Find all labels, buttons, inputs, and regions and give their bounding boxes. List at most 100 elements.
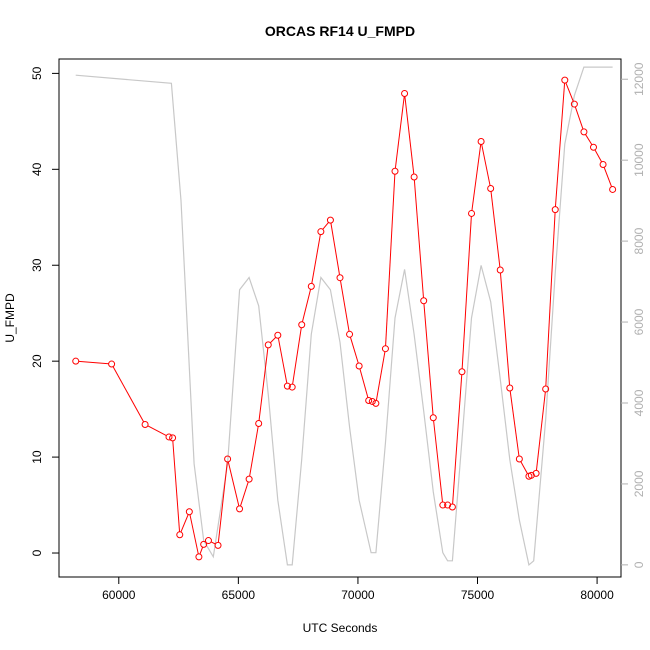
series-segment (461, 216, 472, 369)
data-point (169, 434, 177, 442)
data-point (264, 341, 272, 349)
data-point (401, 90, 409, 98)
data-point (165, 433, 173, 441)
series-segment (78, 360, 109, 365)
data-point (527, 471, 535, 479)
series-segment (423, 303, 434, 415)
series-segment (594, 149, 603, 163)
series-segment (330, 223, 341, 275)
data-point (589, 143, 597, 151)
y2-tick-label: 0 (632, 561, 646, 568)
series-segment (404, 96, 415, 175)
data-point (274, 331, 282, 339)
y2-tick-label: 2000 (632, 470, 646, 497)
data-point (468, 209, 476, 217)
series-segment (217, 461, 228, 543)
series-segment (452, 374, 463, 505)
data-point (444, 501, 452, 509)
y-tick-label: 40 (30, 162, 44, 176)
data-point (439, 501, 447, 509)
data-point (477, 137, 485, 145)
series-segment (301, 289, 312, 322)
data-point (570, 100, 578, 108)
data-point (141, 420, 149, 428)
data-point (283, 382, 291, 390)
series-segment (359, 368, 369, 398)
y2-tick-label: 8000 (632, 227, 646, 254)
data-point (307, 282, 315, 290)
series-segment (603, 167, 613, 187)
data-point (532, 469, 540, 477)
data-point (365, 396, 373, 404)
data-point (204, 537, 212, 545)
data-point (236, 505, 244, 513)
series-segment (199, 547, 204, 555)
data-point (346, 330, 354, 338)
data-point (609, 185, 617, 193)
series-segment (292, 327, 302, 385)
y2-tick-label: 12000 (632, 62, 646, 96)
series-segment (509, 390, 520, 457)
primary-series (72, 76, 617, 561)
series-segment (433, 420, 444, 503)
series-segment (112, 366, 145, 423)
data-point (288, 383, 296, 391)
data-point (355, 362, 363, 370)
data-point (448, 503, 456, 511)
data-point (185, 508, 193, 516)
series-segment (227, 461, 240, 507)
x-tick-label: 75000 (461, 588, 495, 602)
data-point (391, 167, 399, 175)
series-segment (210, 541, 216, 545)
x-tick-label: 80000 (580, 588, 614, 602)
data-point (195, 553, 203, 561)
series-segment (413, 179, 424, 298)
secondary-series-line (75, 66, 613, 567)
series-segment (340, 280, 350, 332)
y-tick-label: 10 (30, 450, 44, 464)
series-segment (270, 337, 277, 344)
series-segment (180, 514, 189, 533)
data-point (420, 297, 428, 305)
data-point (381, 345, 389, 353)
data-point (410, 173, 418, 181)
data-point (496, 266, 504, 274)
secondary-series (75, 66, 613, 567)
x-axis: 60000 65000 70000 75000 80000 (102, 577, 614, 602)
series-segment (554, 83, 566, 207)
y-tick-label: 50 (30, 66, 44, 80)
data-point (372, 399, 380, 407)
series-segment (322, 222, 329, 230)
x-tick-label: 60000 (102, 588, 136, 602)
data-point (245, 475, 253, 483)
series-segment (481, 144, 491, 186)
data-point (176, 531, 184, 539)
series-segment (189, 514, 199, 555)
y-tick-label: 20 (30, 354, 44, 368)
x-tick-label: 70000 (341, 588, 375, 602)
series-segment (545, 212, 556, 387)
series-segment (585, 134, 593, 145)
series-segment (147, 425, 167, 437)
plot-frame (58, 58, 622, 578)
data-point (561, 76, 569, 84)
x-tick-label: 65000 (222, 588, 256, 602)
y-tick-label: 0 (30, 549, 44, 556)
y-axis-left: 0 10 20 30 40 50 (30, 66, 59, 556)
series-segment (385, 174, 396, 346)
series-segment (240, 481, 249, 507)
series-segment (249, 426, 259, 477)
series-segment (520, 461, 528, 474)
data-point (108, 360, 116, 368)
series-segment (574, 106, 584, 130)
y2-tick-label: 4000 (632, 389, 646, 416)
series-segment (394, 96, 405, 169)
x-axis-label: UTC Seconds (303, 621, 378, 635)
data-point (255, 420, 263, 428)
series-segment (490, 191, 501, 268)
data-point (515, 455, 523, 463)
data-point (551, 206, 559, 214)
y-axis-label: U_FMPD (3, 293, 17, 343)
series-segment (471, 144, 482, 211)
